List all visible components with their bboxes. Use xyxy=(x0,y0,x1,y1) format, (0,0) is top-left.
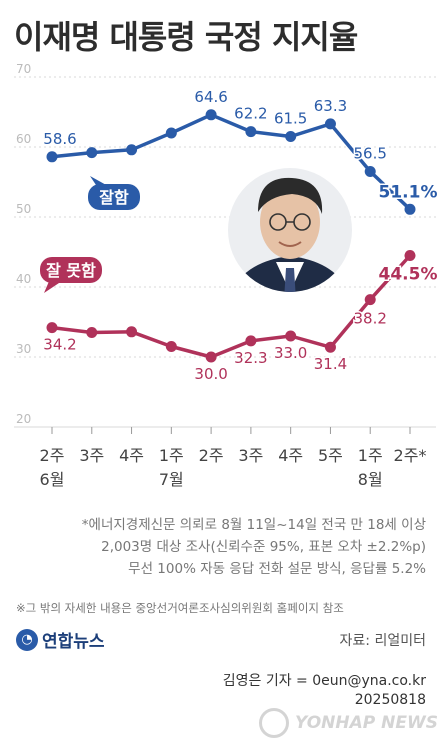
data-label: 62.2 xyxy=(234,105,267,123)
series-line xyxy=(51,113,412,211)
month-label: 6월 xyxy=(40,470,65,489)
note-line: *에너지경제신문 의뢰로 8월 11일~14일 전국 만 18세 이상 xyxy=(81,517,426,533)
data-point xyxy=(205,351,217,363)
data-label: 34.2 xyxy=(43,336,76,354)
data-point xyxy=(324,118,336,130)
data-point xyxy=(404,250,416,261)
data-label: 32.3 xyxy=(234,349,267,367)
month-label: 7월 xyxy=(159,470,184,489)
y-tick-label: 70 xyxy=(16,62,31,76)
data-label: 64.6 xyxy=(194,88,227,106)
note-line: 무선 100% 자동 응답 전화 설문 방식, 응답률 5.2% xyxy=(128,561,426,577)
data-point xyxy=(165,341,177,352)
data-point xyxy=(364,166,376,177)
legend-label: 잘 못함 xyxy=(46,261,96,280)
data-point xyxy=(86,147,98,159)
x-tick-label: 3주 xyxy=(79,446,104,465)
watermark-icon xyxy=(259,708,290,738)
legend-bubble-tail xyxy=(44,279,62,293)
data-label: 58.6 xyxy=(43,130,76,148)
data-label: 33.0 xyxy=(274,344,307,362)
x-tick-label: 2주* xyxy=(394,446,427,465)
survey-notes: *에너지경제신문 의뢰로 8월 11일~14일 전국 만 18세 이상 2,00… xyxy=(82,514,426,580)
x-tick-label: 2주 xyxy=(40,446,65,465)
series-line xyxy=(51,254,412,359)
data-label: 44.5% xyxy=(379,265,438,285)
data-label: 61.5 xyxy=(274,110,307,128)
data-point xyxy=(126,326,138,338)
y-tick-label: 50 xyxy=(16,202,31,216)
logo-text: 연합뉴스 xyxy=(42,632,105,652)
data-source: 자료: 리얼미터 xyxy=(339,633,426,649)
legend-bubble-shape xyxy=(88,184,140,210)
x-tick-label: 4주 xyxy=(278,446,303,465)
legend-bubble-shape xyxy=(40,257,102,283)
data-point xyxy=(245,126,257,138)
reporter: 김영은 기자 = 0eun@yna.co.kr xyxy=(222,673,426,689)
legend-bubble-tail xyxy=(90,176,108,188)
series-legend-bubble: 잘함 xyxy=(88,176,140,210)
data-label: 63.3 xyxy=(314,97,347,115)
yonhap-logo: ◔ 연합뉴스 xyxy=(16,627,105,652)
series-legend-bubble: 잘 못함 xyxy=(40,257,102,293)
data-point xyxy=(404,203,416,215)
month-label: 8월 xyxy=(358,470,383,489)
legend-label: 잘함 xyxy=(99,188,129,207)
data-point xyxy=(126,144,138,156)
yonhap-logo-icon: ◔ xyxy=(16,628,38,651)
x-tick-label: 1주 xyxy=(358,446,383,465)
data-label: 56.5 xyxy=(354,145,387,163)
data-point xyxy=(205,109,217,121)
y-tick-label: 30 xyxy=(16,342,31,356)
president-portrait xyxy=(228,168,352,292)
data-point xyxy=(285,131,297,142)
credit: 김영은 기자 = 0eun@yna.co.kr 20250818 xyxy=(223,672,426,710)
data-point xyxy=(285,330,297,342)
footnote: ※그 밖의 자세한 내용은 중앙선거여론조사심의위원회 홈페이지 참조 xyxy=(16,601,344,615)
line-chart: 20 30 40 50 60 70 58.6 64.6 62.2 61.5 63.3 56.5 51.… xyxy=(14,62,439,489)
chart-title: 이재명 대통령 국정 지지율 xyxy=(14,18,358,56)
x-tick-label: 5주 xyxy=(318,446,343,465)
data-point xyxy=(46,151,58,163)
y-tick-label: 60 xyxy=(16,132,31,146)
data-label: 38.2 xyxy=(354,310,387,328)
data-point xyxy=(86,327,98,338)
data-label: 31.4 xyxy=(314,355,347,373)
x-tick-label: 1주 xyxy=(159,446,184,465)
x-tick-label: 4주 xyxy=(119,446,144,465)
data-point xyxy=(324,341,336,353)
y-tick-label: 20 xyxy=(16,412,31,426)
note-line: 2,003명 대상 조사(신뢰수준 95%, 표본 오차 ±2.2%p) xyxy=(101,539,426,555)
data-point xyxy=(165,127,177,139)
data-point xyxy=(46,322,58,334)
data-point xyxy=(364,294,376,306)
y-tick-label: 40 xyxy=(16,272,31,286)
publish-date: 20250818 xyxy=(354,692,426,708)
watermark-text: YONHAP NEWS xyxy=(295,713,438,733)
data-label: 30.0 xyxy=(194,365,227,383)
watermark: YONHAP NEWS xyxy=(259,708,438,738)
x-tick-label: 3주 xyxy=(238,446,263,465)
data-point xyxy=(245,335,257,347)
x-tick-label: 2주 xyxy=(199,446,224,465)
data-label: 51.1% xyxy=(379,182,438,202)
